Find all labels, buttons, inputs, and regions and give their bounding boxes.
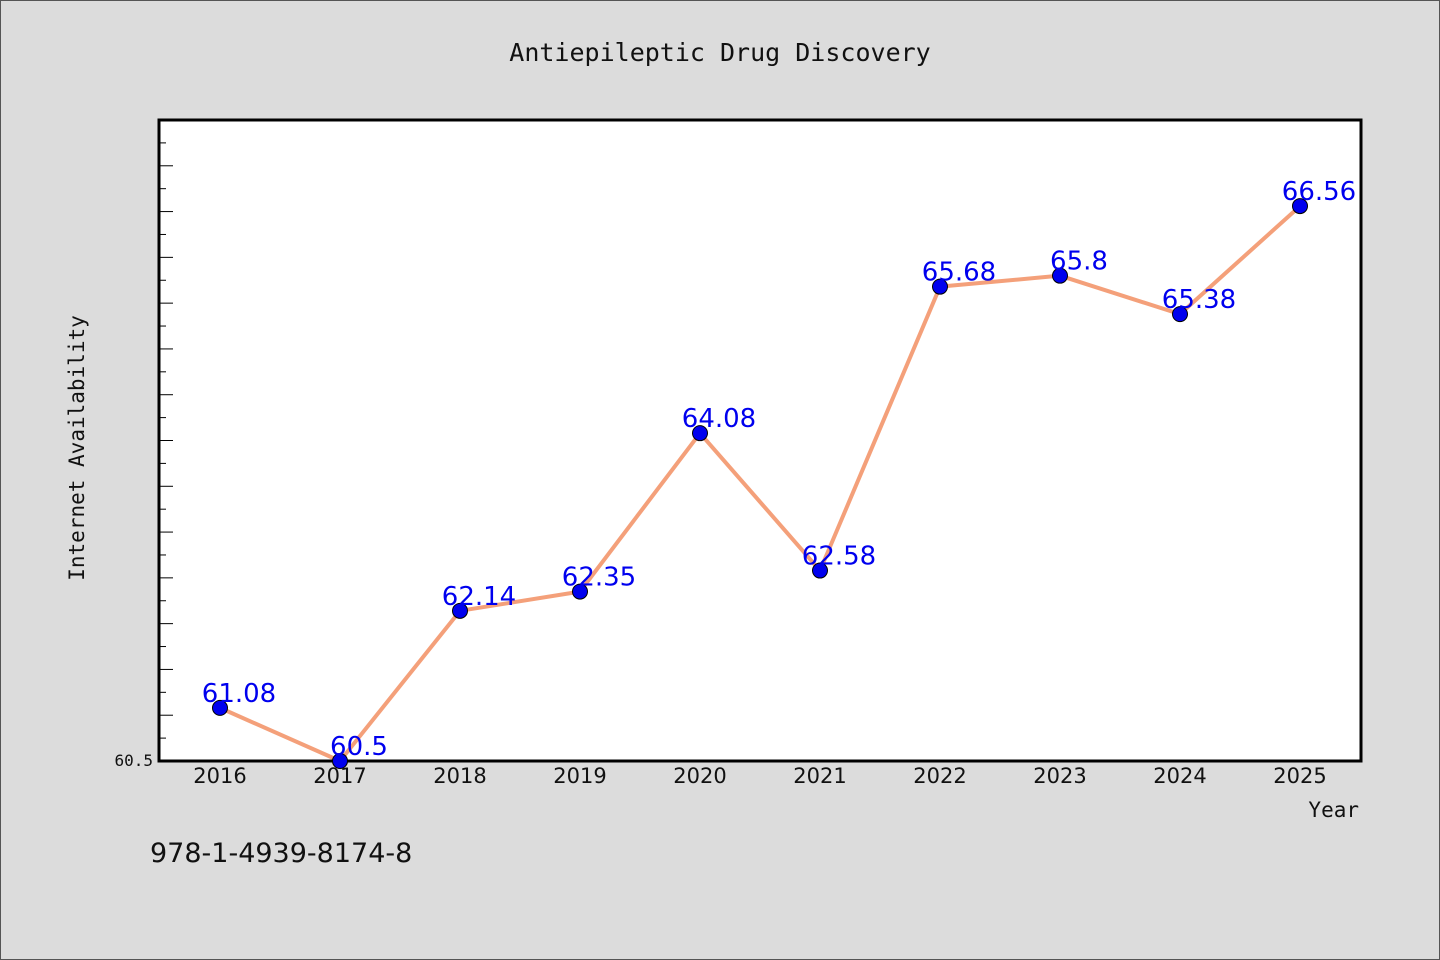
x-tick-label: 2021 — [793, 764, 846, 788]
data-label: 62.58 — [802, 542, 876, 572]
footer-text: 978-1-4939-8174-8 — [150, 838, 412, 869]
data-point — [212, 699, 228, 716]
data-labels: 61.08 60.5 62.14 62.35 64.08 62.58 65.68 65.8 65… — [202, 177, 1356, 762]
data-point — [812, 562, 828, 579]
x-tick-label: 2016 — [193, 764, 246, 788]
data-label: 62.14 — [442, 582, 516, 612]
x-tick-label: 2018 — [433, 764, 486, 788]
data-label: 66.56 — [1282, 177, 1356, 207]
x-tick-label: 2020 — [673, 764, 726, 788]
data-point — [332, 753, 348, 769]
data-point — [1172, 306, 1188, 323]
y-axis-ticks — [159, 119, 173, 762]
data-label: 65.8 — [1050, 247, 1108, 277]
data-label: 60.5 — [330, 732, 388, 762]
y-axis-label: Internet Availability — [65, 315, 89, 581]
x-tick-label: 2025 — [1273, 764, 1326, 788]
data-label: 65.38 — [1162, 285, 1236, 315]
data-label: 61.08 — [202, 679, 276, 709]
x-axis-label: Year — [1308, 798, 1359, 822]
plot-area — [157, 118, 1363, 763]
series-line — [219, 204, 1302, 763]
data-markers — [212, 198, 1308, 769]
data-point — [1052, 267, 1068, 284]
data-label: 65.68 — [922, 258, 996, 288]
x-tick-label: 2022 — [913, 764, 966, 788]
data-point — [572, 583, 588, 600]
x-tick-label: 2019 — [553, 764, 606, 788]
x-tick-label: 2023 — [1033, 764, 1086, 788]
chart-title: Antiepileptic Drug Discovery — [509, 38, 930, 67]
data-label: 64.08 — [682, 404, 756, 434]
data-point — [692, 425, 708, 442]
x-tick-label: 2024 — [1153, 764, 1206, 788]
data-point — [1292, 198, 1308, 215]
data-point — [932, 278, 948, 295]
x-axis-tick-labels: 2016 2017 2018 2019 2020 2021 2022 2023 2024 2025 — [193, 764, 1326, 788]
data-point — [452, 602, 468, 619]
y-tick-label: 60.5 — [114, 751, 153, 770]
data-label: 62.35 — [562, 563, 636, 593]
